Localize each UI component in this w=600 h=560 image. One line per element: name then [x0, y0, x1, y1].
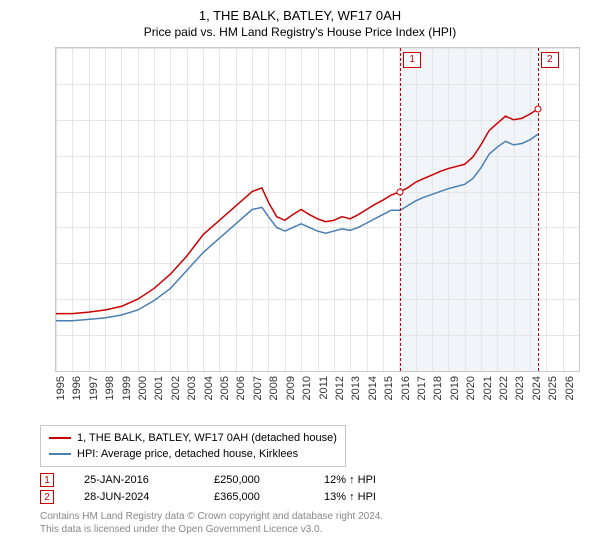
- x-tick-label: 2006: [235, 376, 247, 400]
- sale-date: 25-JAN-2016: [84, 474, 184, 486]
- footnote: Contains HM Land Registry data © Crown c…: [40, 510, 560, 536]
- sale-date: 28-JUN-2024: [84, 491, 184, 503]
- x-tick-label: 2008: [268, 376, 280, 400]
- series-line: [56, 109, 538, 314]
- sale-hpi-delta: 12% ↑ HPI: [324, 474, 376, 486]
- legend: 1, THE BALK, BATLEY, WF17 0AH (detached …: [40, 425, 346, 467]
- chart-area: £0£50K£100K£150K£200K£250K£300K£350K£400…: [55, 47, 580, 417]
- x-tick-label: 2010: [301, 376, 313, 400]
- sale-row: 2 28-JUN-2024 £365,000 13% ↑ HPI: [40, 490, 590, 504]
- x-tick-label: 1997: [88, 376, 100, 400]
- legend-item: 1, THE BALK, BATLEY, WF17 0AH (detached …: [49, 430, 337, 446]
- marker-dot: [397, 188, 404, 195]
- x-tick-label: 2005: [219, 376, 231, 400]
- x-tick-label: 2004: [203, 376, 215, 400]
- footnote-line: This data is licensed under the Open Gov…: [40, 523, 560, 536]
- sale-tag: 2: [40, 490, 54, 504]
- x-tick-label: 2017: [416, 376, 428, 400]
- x-tick-label: 2022: [498, 376, 510, 400]
- legend-label: 1, THE BALK, BATLEY, WF17 0AH (detached …: [77, 430, 337, 446]
- series-svg: [56, 48, 579, 371]
- x-tick-label: 2009: [285, 376, 297, 400]
- x-tick-label: 2020: [465, 376, 477, 400]
- x-tick-label: 2018: [432, 376, 444, 400]
- x-tick-label: 2019: [449, 376, 461, 400]
- x-tick-label: 2014: [367, 376, 379, 400]
- x-tick-label: 2021: [482, 376, 494, 400]
- chart-title: 1, THE BALK, BATLEY, WF17 0AH: [10, 8, 590, 23]
- x-tick-label: 2025: [547, 376, 559, 400]
- sale-row: 1 25-JAN-2016 £250,000 12% ↑ HPI: [40, 473, 590, 487]
- marker-line: [538, 48, 539, 371]
- x-tick-label: 1996: [71, 376, 83, 400]
- plot-area: £0£50K£100K£150K£200K£250K£300K£350K£400…: [55, 47, 580, 372]
- marker-tag: 1: [403, 52, 421, 68]
- x-tick-label: 1999: [121, 376, 133, 400]
- x-tick-label: 2023: [514, 376, 526, 400]
- sale-hpi-delta: 13% ↑ HPI: [324, 491, 376, 503]
- footnote-line: Contains HM Land Registry data © Crown c…: [40, 510, 560, 523]
- x-tick-label: 2007: [252, 376, 264, 400]
- x-tick-label: 2000: [137, 376, 149, 400]
- x-axis: 1995 1996 1997 1998 1999 2000 2001 2002 2003 2004…: [55, 372, 580, 417]
- x-tick-label: 2003: [186, 376, 198, 400]
- x-tick-label: 2001: [153, 376, 165, 400]
- x-tick-label: 1998: [104, 376, 116, 400]
- x-tick-label: 2013: [350, 376, 362, 400]
- x-tick-label: 2012: [334, 376, 346, 400]
- marker-dot: [534, 106, 541, 113]
- legend-label: HPI: Average price, detached house, Kirk…: [77, 446, 298, 462]
- x-tick-label: 2015: [383, 376, 395, 400]
- sales-list: 1 25-JAN-2016 £250,000 12% ↑ HPI 2 28-JUN-202…: [40, 473, 590, 504]
- marker-line: [400, 48, 401, 371]
- marker-tag: 2: [541, 52, 559, 68]
- sale-price: £365,000: [214, 491, 294, 503]
- legend-swatch: [49, 453, 71, 455]
- x-tick-label: 2016: [400, 376, 412, 400]
- x-tick-label: 2026: [564, 376, 576, 400]
- x-tick-label: 2002: [170, 376, 182, 400]
- sale-tag: 1: [40, 473, 54, 487]
- series-line: [56, 134, 538, 321]
- x-tick-label: 1995: [55, 376, 67, 400]
- x-tick-label: 2024: [531, 376, 543, 400]
- legend-item: HPI: Average price, detached house, Kirk…: [49, 446, 337, 462]
- legend-swatch: [49, 437, 71, 439]
- x-tick-label: 2011: [318, 376, 330, 400]
- sale-price: £250,000: [214, 474, 294, 486]
- chart-subtitle: Price paid vs. HM Land Registry's House …: [10, 25, 590, 39]
